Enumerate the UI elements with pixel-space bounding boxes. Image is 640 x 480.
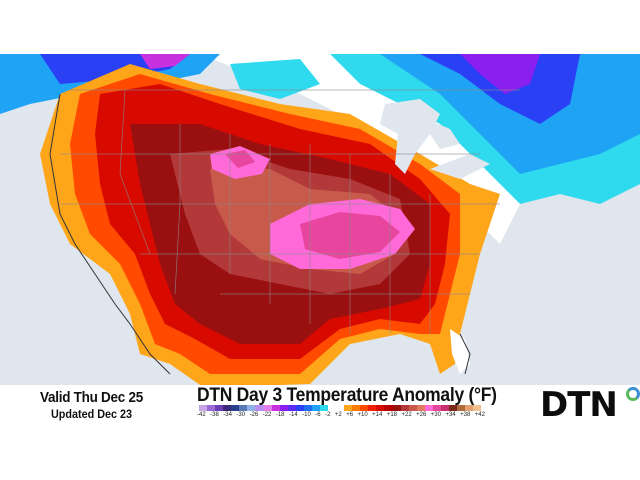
legend-swatch xyxy=(352,405,361,411)
legend-tick: +22 xyxy=(401,412,412,418)
valid-date: Valid Thu Dec 25 xyxy=(40,389,143,406)
legend-swatch xyxy=(199,405,208,411)
legend-swatch xyxy=(207,405,216,411)
map-canvas xyxy=(0,54,640,385)
legend-tick: -2 xyxy=(325,412,331,418)
legend-tick: +30 xyxy=(430,412,441,418)
legend-swatch xyxy=(457,405,466,411)
legend-swatch xyxy=(368,405,377,411)
legend-tick: +6 xyxy=(346,412,354,418)
legend-swatch xyxy=(408,405,417,411)
legend-tick: -14 xyxy=(288,412,298,418)
legend-swatch xyxy=(473,405,482,411)
legend-swatch xyxy=(440,405,449,411)
legend-tick: -18 xyxy=(275,412,285,418)
legend-tick: +42 xyxy=(474,412,485,418)
legend-tick: -42 xyxy=(197,412,206,418)
legend-tick: -30 xyxy=(236,412,246,418)
legend-swatch xyxy=(448,405,457,411)
legend-swatch xyxy=(223,405,232,411)
legend-tick: +14 xyxy=(372,412,383,418)
legend-swatch xyxy=(311,405,320,411)
legend-swatch xyxy=(263,405,272,411)
legend-tick: -22 xyxy=(262,412,272,418)
legend-swatch xyxy=(247,405,256,411)
color-legend-ticks: -42 -38 -34 -30 -26 -22 -18 -14 -10 -6 -2 +2 +6 +10 +1… xyxy=(197,412,485,418)
legend-swatch xyxy=(344,405,353,411)
legend-swatch xyxy=(287,405,296,411)
legend-swatch xyxy=(295,405,304,411)
legend-swatch xyxy=(328,405,337,411)
legend-tick: -6 xyxy=(315,412,321,418)
legend-tick: +34 xyxy=(445,412,456,418)
color-legend-bar xyxy=(199,405,482,411)
legend-tick: +2 xyxy=(334,412,342,418)
legend-swatch xyxy=(384,405,393,411)
legend-swatch xyxy=(465,405,474,411)
legend-swatch xyxy=(392,405,401,411)
map-footer: Valid Thu Dec 25 Updated Dec 23 DTN Day … xyxy=(0,385,640,427)
legend-tick: +26 xyxy=(416,412,427,418)
legend-tick: +18 xyxy=(386,412,398,418)
legend-tick: +38 xyxy=(460,412,471,418)
legend-swatch xyxy=(271,405,280,411)
legend-tick: -26 xyxy=(249,412,259,418)
legend-tick: -38 xyxy=(210,412,219,418)
updated-date: Updated Dec 23 xyxy=(51,407,133,421)
legend-swatch xyxy=(215,405,224,411)
legend-swatch xyxy=(432,405,441,411)
legend-swatch xyxy=(255,405,264,411)
logo-text: DTN xyxy=(540,385,618,425)
logo-ring-icon xyxy=(626,387,640,401)
legend-swatch xyxy=(319,405,328,411)
temperature-anomaly-map xyxy=(0,54,640,385)
legend-swatch xyxy=(360,405,369,411)
legend-swatch xyxy=(336,405,345,411)
dtn-logo: DTN xyxy=(540,385,640,425)
legend-tick: -34 xyxy=(223,412,232,418)
legend-swatch xyxy=(279,405,288,411)
legend-tick: +10 xyxy=(357,412,368,418)
legend-swatch xyxy=(303,405,312,411)
legend-swatch xyxy=(400,405,409,411)
legend-swatch xyxy=(424,405,433,411)
legend-swatch xyxy=(239,405,248,411)
legend-swatch xyxy=(231,405,240,411)
legend-swatch xyxy=(376,405,385,411)
legend-tick: -10 xyxy=(302,412,311,418)
map-title: DTN Day 3 Temperature Anomaly (°F) xyxy=(197,385,497,406)
legend-swatch xyxy=(416,405,425,411)
